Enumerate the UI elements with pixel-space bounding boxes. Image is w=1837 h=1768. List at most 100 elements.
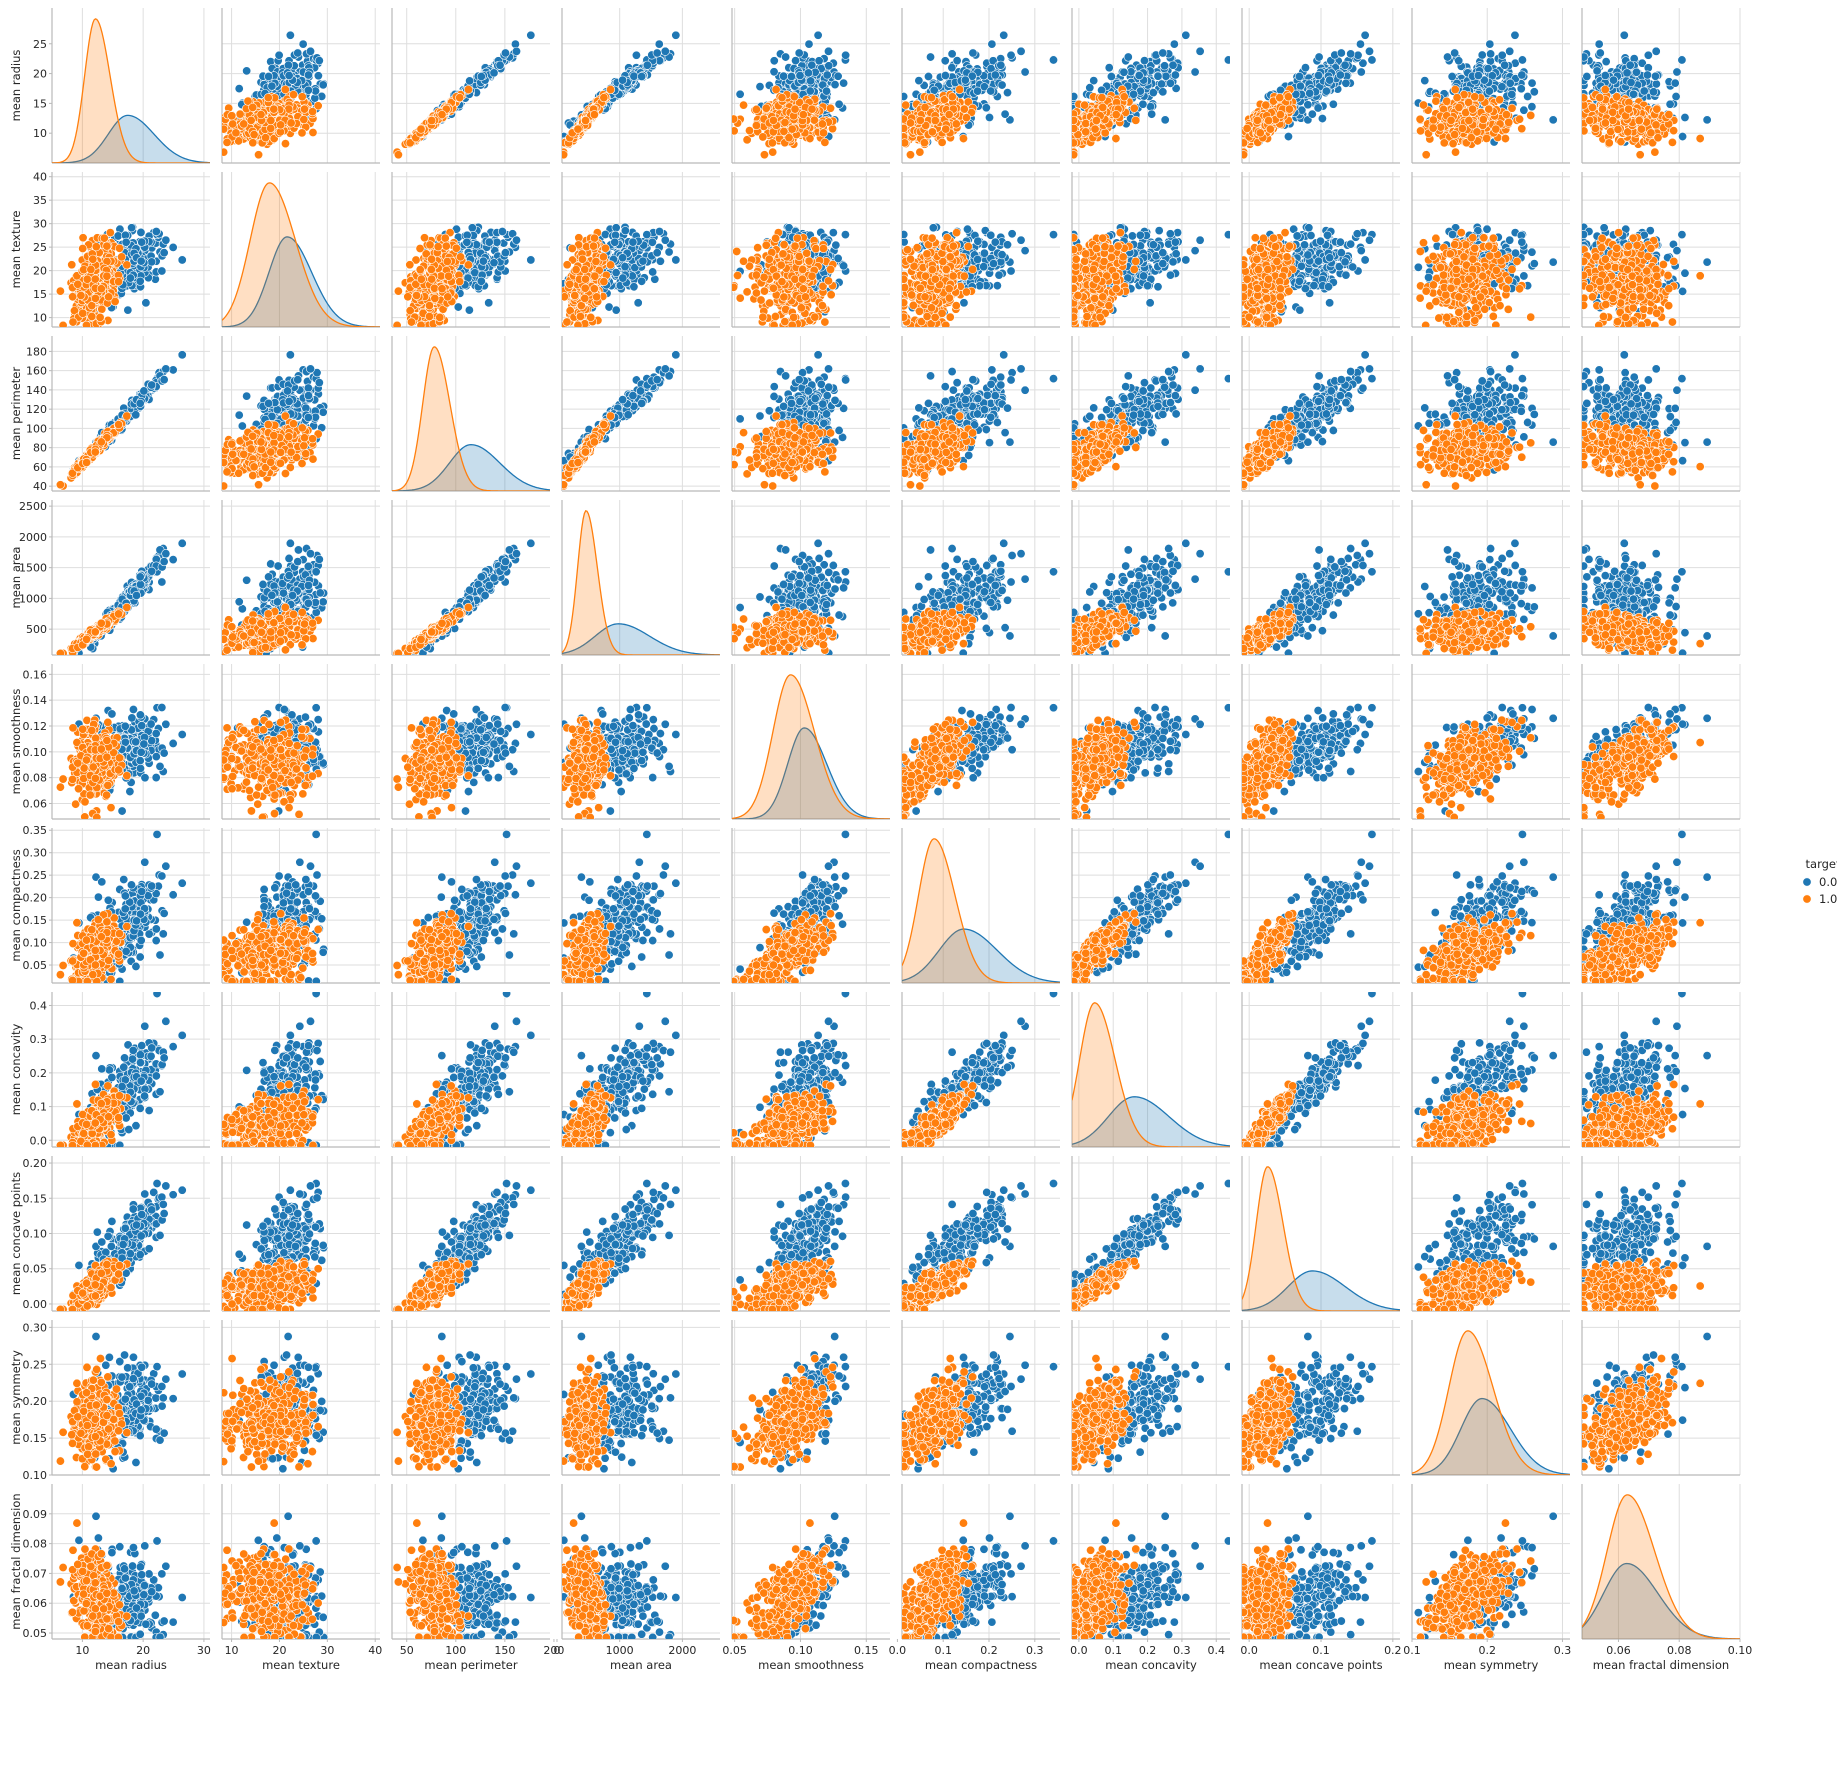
scatter-point-0.0 [1283,132,1293,142]
scatter-point-0.0 [1367,55,1377,65]
scatter-point-1.0 [1421,150,1431,160]
scatter-point-1.0 [1072,115,1079,125]
scatter-point-0.0 [1340,60,1350,70]
scatter-point-0.0 [1106,71,1116,81]
scatter-point-1.0 [807,104,817,114]
scatter-point-0.0 [1314,71,1324,81]
scatter-point-1.0 [1255,128,1265,138]
scatter-plot [562,30,681,160]
scatter-point-1.0 [599,93,609,103]
scatter-point-1.0 [758,132,768,142]
y-tick-label: 25 [33,38,47,51]
scatter-point-1.0 [222,137,232,147]
scatter-point-0.0 [618,75,628,85]
scatter-point-0.0 [305,46,315,56]
scatter-point-0.0 [960,75,970,85]
scatter-point-1.0 [405,138,415,148]
scatter-point-0.0 [465,76,475,86]
scatter-point-1.0 [1495,95,1505,105]
scatter-point-1.0 [1470,92,1480,102]
scatter-point-0.0 [839,78,849,88]
scatter-point-0.0 [293,48,303,58]
scatter-point-1.0 [1100,128,1110,138]
scatter-point-0.0 [769,56,779,66]
scatter-point-0.0 [973,86,983,96]
scatter-point-0.0 [285,30,295,40]
scatter-point-1.0 [1501,110,1511,120]
scatter-point-0.0 [1147,109,1157,119]
scatter-point-0.0 [1000,109,1010,119]
scatter-point-1.0 [1242,138,1249,148]
scatter-point-0.0 [1650,71,1660,81]
scatter-point-0.0 [671,30,681,40]
scatter-point-1.0 [1097,93,1107,103]
scatter-point-1.0 [951,119,961,129]
scatter-point-1.0 [1072,138,1079,148]
scatter-point-1.0 [297,92,307,102]
scatter-point-1.0 [820,137,830,147]
scatter-point-1.0 [1242,150,1249,160]
scatter-point-0.0 [1477,50,1487,60]
scatter-point-0.0 [1158,48,1168,58]
scatter-point-0.0 [303,85,313,95]
scatter-point-0.0 [1307,109,1317,119]
scatter-point-1.0 [1081,119,1091,129]
scatter-point-0.0 [1651,46,1661,56]
scatter-point-0.0 [824,61,834,71]
scatter-point-1.0 [231,128,241,138]
scatter-point-1.0 [1466,133,1476,143]
panel-0-7 [1241,8,1400,164]
scatter-point-1.0 [1450,130,1460,140]
kde-line-1.0 [52,18,210,163]
panel-0-1 [221,8,380,164]
scatter-point-0.0 [1195,46,1205,56]
scatter-point-0.0 [830,80,840,90]
scatter-point-1.0 [266,116,276,126]
scatter-point-0.0 [926,52,936,62]
scatter-point-0.0 [654,39,664,49]
scatter-point-0.0 [629,71,639,81]
scatter-point-0.0 [1160,115,1170,125]
scatter-point-1.0 [1500,134,1510,144]
scatter-point-1.0 [1072,150,1079,160]
scatter-point-0.0 [735,89,745,99]
scatter-point-1.0 [745,126,755,136]
scatter-point-1.0 [1415,114,1425,124]
scatter-point-0.0 [1341,78,1351,88]
scatter-point-1.0 [1517,124,1527,134]
scatter-point-1.0 [902,123,909,133]
scatter-point-0.0 [1072,92,1079,102]
scatter-point-1.0 [248,102,258,112]
scatter-point-1.0 [263,93,273,103]
scatter-point-1.0 [1448,139,1458,149]
scatter-point-1.0 [308,107,318,117]
scatter-point-0.0 [841,50,851,60]
scatter-point-0.0 [1129,89,1139,99]
scatter-point-0.0 [1146,102,1156,112]
scatter-point-0.0 [1123,52,1133,62]
scatter-point-1.0 [927,127,937,137]
scatter-point-0.0 [489,68,499,78]
scatter-plot [392,30,536,160]
scatter-point-1.0 [1416,126,1426,136]
scatter-point-1.0 [1265,124,1275,134]
scatter-point-1.0 [1080,100,1090,110]
panel-0-5 [901,8,1060,164]
scatter-point-1.0 [269,104,279,114]
scatter-point-0.0 [1626,77,1636,87]
scatter-point-0.0 [1622,68,1632,78]
scatter-point-0.0 [1006,50,1016,60]
scatter-point-1.0 [313,101,323,111]
scatter-point-0.0 [914,76,924,86]
scatter-point-0.0 [990,70,1000,80]
scatter-point-1.0 [1468,104,1478,114]
scatter-point-0.0 [1500,60,1510,70]
scatter-point-0.0 [1505,78,1515,88]
scatter-point-0.0 [1294,71,1304,81]
scatter-point-1.0 [1091,116,1101,126]
scatter-point-0.0 [834,99,844,109]
scatter-point-1.0 [1275,93,1285,103]
scatter-point-0.0 [1049,55,1059,65]
scatter-point-0.0 [1680,112,1690,122]
scatter-point-0.0 [303,70,313,80]
